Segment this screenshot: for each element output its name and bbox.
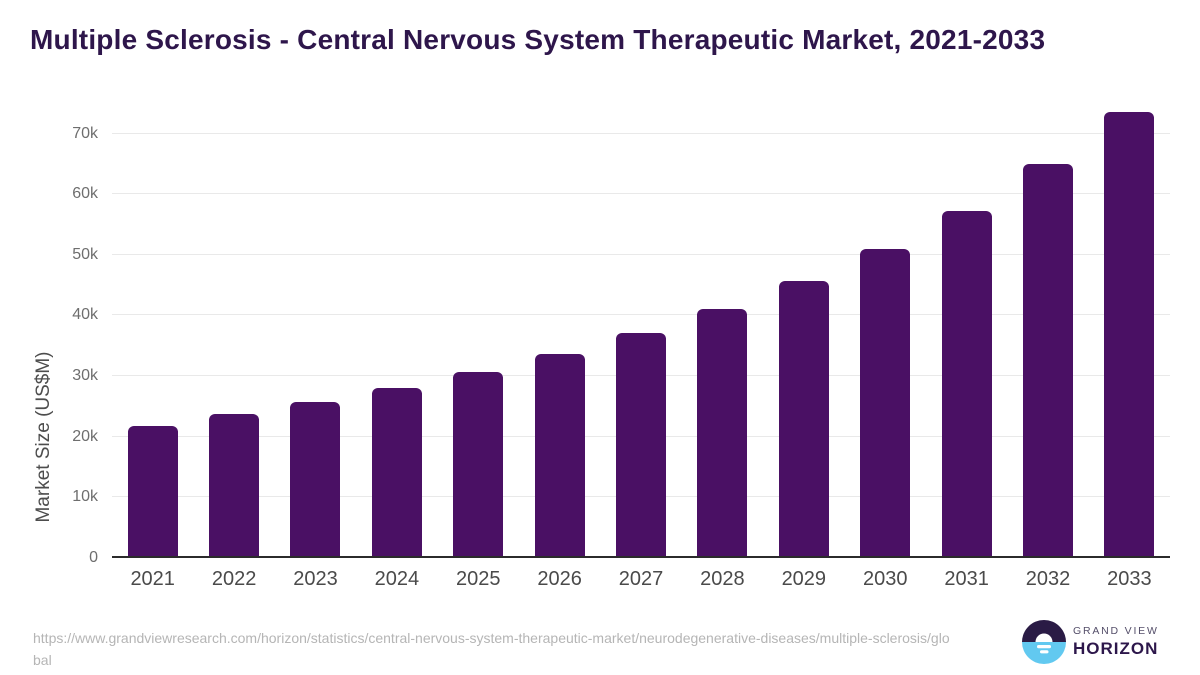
- x-tick-label-2028: 2028: [700, 568, 745, 590]
- bar-slot-2025: [438, 105, 519, 558]
- bar-2026[interactable]: [534, 353, 585, 558]
- logo-wordmark: GRAND VIEW HORIZON: [1073, 625, 1159, 659]
- bar-2029[interactable]: [778, 280, 829, 558]
- x-axis-labels: 2021 2022 2023 2024 2025 2026 2027 2028 2029 2030…: [112, 568, 1170, 591]
- bar-2032[interactable]: [1022, 164, 1073, 558]
- gridline-60k: [112, 193, 1170, 195]
- plot-area: [112, 105, 1170, 558]
- source-url: https://www.grandviewresearch.com/horizo…: [33, 630, 950, 668]
- bar-slot-2029: [763, 105, 844, 558]
- brand-name-bottom: HORIZON: [1073, 639, 1159, 658]
- x-tick-label-2022: 2022: [211, 568, 257, 590]
- bar-slot-2031: [926, 105, 1007, 558]
- x-tick-label-2030: 2030: [862, 568, 908, 590]
- bar-slot-2030: [845, 105, 926, 558]
- bar-slot-2027: [600, 105, 681, 558]
- bar-slot-2033: [1089, 105, 1170, 558]
- bar-2028[interactable]: [697, 308, 748, 558]
- bar-2025[interactable]: [453, 371, 504, 558]
- y-tick-label-70k: 70k: [72, 124, 98, 142]
- bar-slot-2022: [193, 105, 274, 558]
- x-tick-label-2033: 2033: [1107, 568, 1152, 590]
- bar-2022[interactable]: [209, 413, 260, 558]
- bar-slot-2023: [275, 105, 356, 558]
- bar-2030[interactable]: [860, 248, 911, 558]
- bar-2021[interactable]: [127, 425, 178, 558]
- x-tick-label-2023: 2023: [293, 568, 338, 590]
- bar-slot-2021: [112, 105, 193, 558]
- x-tick-label-2032: 2032: [1025, 568, 1071, 590]
- bar-2023[interactable]: [290, 402, 341, 558]
- y-tick-label-10k: 10k: [72, 488, 98, 506]
- horizon-sunrise-icon: [1022, 620, 1066, 664]
- bar-2031[interactable]: [941, 210, 992, 558]
- y-tick-label-20k: 20k: [72, 427, 98, 445]
- bar-2024[interactable]: [371, 387, 422, 558]
- y-tick-label-40k: 40k: [72, 306, 98, 324]
- gridline-40k: [112, 314, 1170, 316]
- x-tick-label-2025: 2025: [456, 568, 501, 590]
- y-tick-label-60k: 60k: [72, 185, 98, 203]
- gridline-50k: [112, 253, 1170, 255]
- x-tick-label-2021: 2021: [130, 568, 175, 590]
- bar-2033[interactable]: [1104, 111, 1155, 558]
- bar-slot-2032: [1007, 105, 1088, 558]
- y-tick-label-0: 0: [89, 549, 98, 566]
- gridline-70k: [112, 132, 1170, 134]
- bar-series: [112, 105, 1170, 558]
- y-tick-label-50k: 50k: [72, 245, 98, 263]
- y-tick-label-30k: 30k: [72, 367, 98, 385]
- bar-slot-2026: [519, 105, 600, 558]
- grand-view-horizon-logo: GRAND VIEW HORIZON: [1022, 620, 1159, 664]
- bar-slot-2024: [356, 105, 437, 558]
- bar-2027[interactable]: [616, 333, 667, 558]
- x-tick-label-2024: 2024: [374, 568, 420, 590]
- chart-title: Multiple Sclerosis - Central Nervous Sys…: [30, 24, 1046, 55]
- x-tick-label-2029: 2029: [781, 568, 827, 590]
- x-tick-label-2027: 2027: [618, 568, 664, 590]
- x-tick-label-2031: 2031: [944, 568, 989, 590]
- x-axis-line: [112, 556, 1170, 558]
- bar-slot-2028: [682, 105, 763, 558]
- x-tick-label-2026: 2026: [537, 568, 582, 590]
- brand-name-top: GRAND VIEW: [1073, 625, 1159, 637]
- bar-chart: Market Size (US$M) 0 10k 20k 30k 40k 50k 60k 70…: [0, 105, 1200, 566]
